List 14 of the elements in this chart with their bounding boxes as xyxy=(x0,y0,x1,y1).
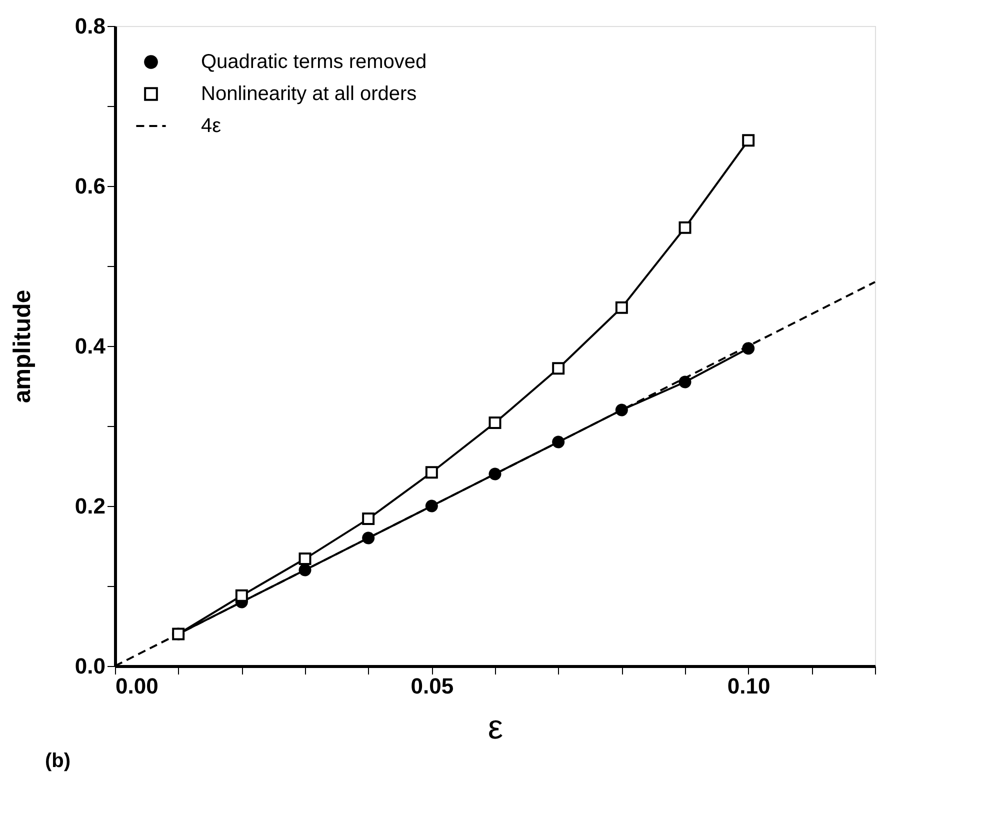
y-tick-label: 0.2 xyxy=(74,494,106,518)
x-tick-label: 0.05 xyxy=(410,674,454,698)
legend-label: Quadratic terms removed xyxy=(201,51,427,73)
x-axis-title: ε xyxy=(488,708,504,746)
y-tick-label: 0.4 xyxy=(74,334,106,358)
x-tick-label: 0.00 xyxy=(116,674,158,698)
y-tick-label: 0.8 xyxy=(74,14,106,38)
text: (b) xyxy=(45,750,71,772)
legend-label: Nonlinearity at all orders xyxy=(201,83,417,105)
x-tick-label: 0.10 xyxy=(727,674,770,698)
y-axis-title: amplitude xyxy=(8,290,36,404)
y-tick-label: 0.6 xyxy=(74,174,106,198)
y-tick-label: 0.0 xyxy=(74,654,106,678)
legend-label: 4ε xyxy=(201,115,222,137)
